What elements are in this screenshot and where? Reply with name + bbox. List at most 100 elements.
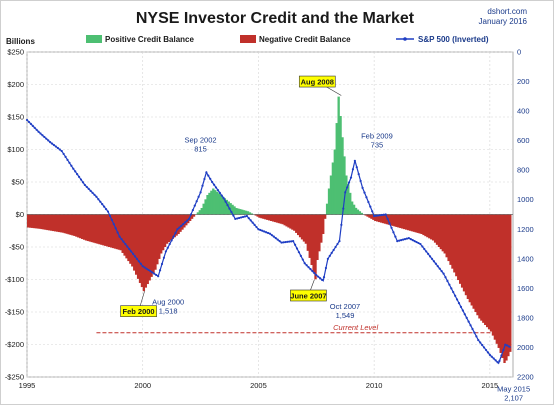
credit-bar-negative [169, 214, 173, 241]
sp500-point [209, 177, 212, 180]
sp500-point [158, 269, 162, 272]
credit-bar-negative [308, 214, 311, 258]
sp500-point [54, 145, 58, 148]
credit-bar-negative [501, 214, 504, 358]
sp500-point [238, 216, 241, 220]
sp500-point [338, 239, 341, 243]
sp500-point [91, 191, 94, 194]
sp500-point [245, 214, 248, 218]
sp500-point [336, 242, 339, 246]
credit-bar-negative [96, 214, 99, 244]
sp500-point [382, 213, 385, 216]
sp500-point [496, 361, 499, 364]
sp500-point [434, 262, 437, 265]
credit-bar-negative [181, 214, 184, 230]
sp500-point [299, 254, 302, 257]
credit-bar-positive [337, 96, 340, 215]
legend-marker-sp500 [403, 37, 407, 41]
sp500-point [286, 240, 289, 243]
credit-bar-negative [297, 214, 300, 236]
credit-bar-negative [285, 214, 288, 227]
sp500-point [81, 181, 85, 184]
credit-bar-negative [173, 214, 176, 238]
sp500-point [83, 183, 86, 187]
credit-bar-positive [208, 192, 211, 215]
sp500-point [214, 186, 218, 189]
sp500-point [442, 272, 445, 275]
sp500-point [185, 219, 189, 222]
sp500-point [398, 239, 401, 242]
credit-bar-positive [329, 175, 333, 215]
sp500-point [467, 320, 470, 323]
credit-bar-negative [424, 214, 427, 237]
credit-bar-positive [244, 210, 248, 215]
annotation-label: Sep 2002 [184, 135, 216, 144]
sp500-point [155, 273, 158, 277]
y-left-tick-label: -$200 [5, 340, 24, 349]
credit-bar-negative [457, 214, 460, 281]
credit-bar-negative [487, 214, 491, 330]
credit-bar-negative [310, 214, 313, 266]
sp500-point [74, 170, 77, 173]
sp500-point [305, 264, 308, 267]
credit-bar-negative [416, 214, 419, 233]
credit-bar-positive [246, 211, 250, 215]
credit-bar-negative [459, 214, 462, 284]
credit-bar-negative [57, 214, 61, 233]
sp500-point [255, 225, 258, 229]
credit-bar-positive [223, 198, 227, 215]
sp500-point [342, 207, 345, 210]
y-left-tick-label: $150 [7, 113, 24, 122]
sp500-point [346, 186, 349, 189]
credit-bar-negative [162, 214, 165, 251]
credit-bar-negative [449, 214, 452, 265]
credit-bar-negative [324, 214, 327, 219]
credit-bar-negative [100, 214, 103, 245]
annotation-box [290, 289, 327, 302]
sp500-point [353, 159, 356, 163]
sp500-point [93, 193, 96, 196]
sp500-point [37, 130, 40, 133]
sp500-point [361, 186, 364, 190]
credit-bar-negative [372, 214, 375, 220]
credit-bar-negative [92, 214, 95, 243]
credit-bar-positive [200, 208, 203, 215]
credit-bar-negative [38, 214, 41, 229]
sp500-point [384, 213, 387, 216]
credit-bar-negative [432, 214, 435, 241]
credit-bar-positive [243, 210, 246, 215]
sp500-point [174, 231, 177, 235]
sp500-point [201, 184, 204, 187]
credit-bar-negative [156, 214, 159, 265]
sp500-point [39, 132, 42, 135]
sp500-point [278, 239, 281, 243]
credit-bar-negative [293, 214, 296, 231]
sp500-point [230, 210, 233, 214]
sp500-point [274, 237, 277, 240]
sp500-point [77, 175, 81, 178]
sp500-point [122, 240, 125, 243]
sp500-point [407, 237, 410, 240]
sp500-point [47, 139, 50, 142]
credit-bar-positive [248, 212, 252, 215]
sp500-point [110, 218, 113, 222]
sp500-point [76, 173, 79, 176]
credit-bar-negative [405, 214, 408, 230]
y-left-tick-label: -$250 [5, 373, 24, 382]
credit-bar-positive [327, 188, 331, 215]
credit-bar-negative [447, 214, 450, 262]
legend: Positive Credit Balance Negative Credit … [86, 35, 489, 44]
credit-bar-negative [376, 214, 379, 222]
annotation-label: June 2007 [290, 291, 326, 300]
credit-bar-negative [165, 214, 169, 244]
sp500-point [307, 266, 310, 269]
credit-bar-negative [314, 214, 317, 280]
sp500-point [193, 204, 196, 207]
sp500-point [218, 191, 221, 194]
sp500-point [220, 194, 223, 197]
credit-bar-negative [146, 214, 149, 285]
annotation-value: 1,518 [159, 306, 178, 315]
sp500-point [309, 268, 312, 271]
annotation-value: 2,107 [504, 393, 523, 402]
sp500-point [295, 247, 299, 250]
